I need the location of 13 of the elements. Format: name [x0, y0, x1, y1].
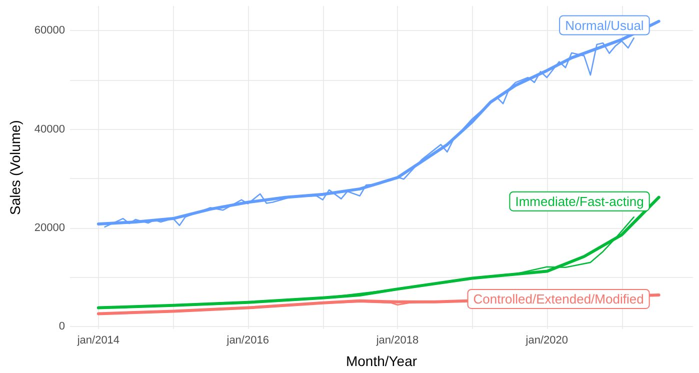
- series-label: Immediate/Fast-acting: [515, 194, 644, 209]
- x-tick-label: jan/2020: [524, 334, 568, 346]
- x-axis-title: Month/Year: [346, 353, 418, 369]
- x-tick-label: jan/2014: [76, 334, 120, 346]
- y-tick-label: 40000: [34, 123, 65, 136]
- x-tick-label: jan/2018: [375, 334, 419, 346]
- series-label: Controlled/Extended/Modified: [473, 291, 644, 306]
- y-axis-title: Sales (Volume): [7, 120, 23, 215]
- series-label: Normal/Usual: [565, 18, 644, 33]
- y-tick-label: 20000: [34, 222, 65, 234]
- x-tick-label: jan/2016: [226, 334, 269, 346]
- y-tick-label: 60000: [34, 24, 65, 37]
- y-tick-label: 0: [58, 320, 65, 333]
